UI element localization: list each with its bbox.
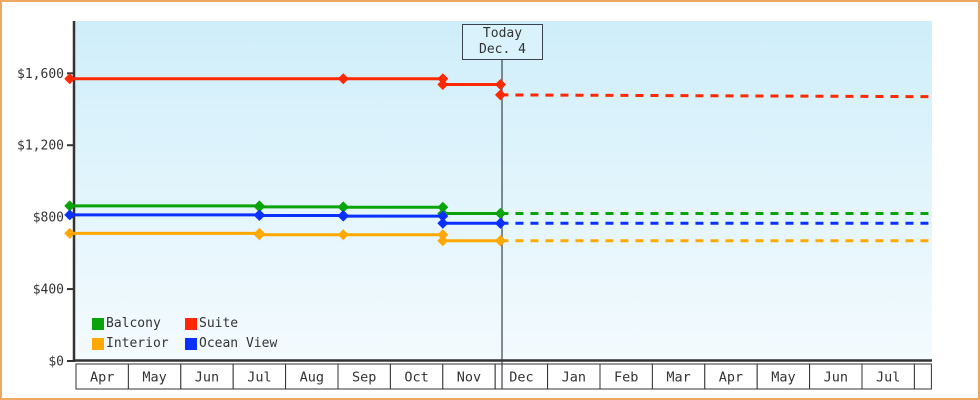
month-cell [180,363,234,390]
month-label: Apr [719,370,743,386]
month-label: Dec [509,370,533,386]
month-label: Aug [300,370,324,386]
legend-row: Interior Ocean View [92,334,277,354]
month-label: Apr [90,370,114,386]
legend-label: Balcony [106,316,161,331]
data-point-ocean-view [437,210,449,222]
data-point-suite [494,78,506,90]
month-label: Sep [352,370,376,386]
plot-area [75,21,932,361]
suite-color-swatch-icon [185,318,197,330]
data-point-interior [437,235,449,247]
month-label: Jul [876,370,900,386]
y-axis-label: $800 [33,211,64,226]
month-label: Jun [824,370,848,386]
y-axis-label: $400 [33,283,64,298]
month-cell [547,363,601,390]
data-point-ocean-view [494,217,506,229]
month-cell [913,363,932,390]
data-point-balcony [253,201,265,213]
month-label: Jul [247,370,271,386]
legend-item-interior: Interior [92,334,185,354]
ocean-view-color-swatch-icon [185,338,197,350]
month-label: Jun [195,370,219,386]
data-point-interior [494,235,506,247]
data-point-ocean-view [337,210,349,222]
data-point-interior [337,229,349,241]
data-point-suite [494,89,506,101]
y-axis-label: $1,200 [17,139,64,154]
data-point-ocean-view [437,217,449,229]
month-cell [75,363,129,390]
month-cell [442,363,496,390]
legend-label: Ocean View [199,336,278,351]
month-cell [599,363,653,390]
month-cell [494,363,549,390]
data-point-ocean-view [253,210,265,222]
month-label: Jan [562,370,586,386]
data-point-interior [64,227,76,239]
month-label: Oct [404,370,428,386]
data-point-balcony [64,200,76,212]
month-label: Feb [614,370,638,386]
balcony-color-swatch-icon [92,318,104,330]
data-point-interior [253,229,265,241]
today-date: Dec. 4 [479,42,526,57]
legend-item-ocean-view: Ocean View [185,334,277,354]
legend-label: Interior [106,336,169,351]
legend-row: Balcony Suite [92,314,277,334]
y-axis-label: $1,600 [17,67,64,82]
month-label: May [771,370,795,386]
legend-item-balcony: Balcony [92,314,185,334]
month-cell [756,363,811,390]
month-cell [861,363,915,390]
month-cell [704,363,758,390]
month-label: Nov [457,370,481,386]
data-point-interior [437,229,449,241]
data-point-balcony [437,201,449,213]
data-point-balcony [337,201,349,213]
legend-label: Suite [199,316,239,331]
interior-color-swatch-icon [92,338,104,350]
month-cell [389,363,444,390]
month-label: May [142,370,166,386]
data-point-ocean-view [64,209,76,221]
data-point-suite [437,78,449,90]
data-point-balcony [494,208,506,220]
today-label: Today [482,26,523,41]
data-point-suite [337,73,349,85]
today-marker-box: Today Dec. 4 [462,24,543,60]
data-point-suite [437,73,449,85]
data-point-suite [64,73,76,85]
series-dashed-suite [500,93,933,99]
y-axis-label: $0 [48,355,64,370]
legend-item-suite: Suite [185,314,238,334]
month-label: Mar [666,370,690,386]
legend: Balcony Suite Interior Ocean View [92,314,277,354]
